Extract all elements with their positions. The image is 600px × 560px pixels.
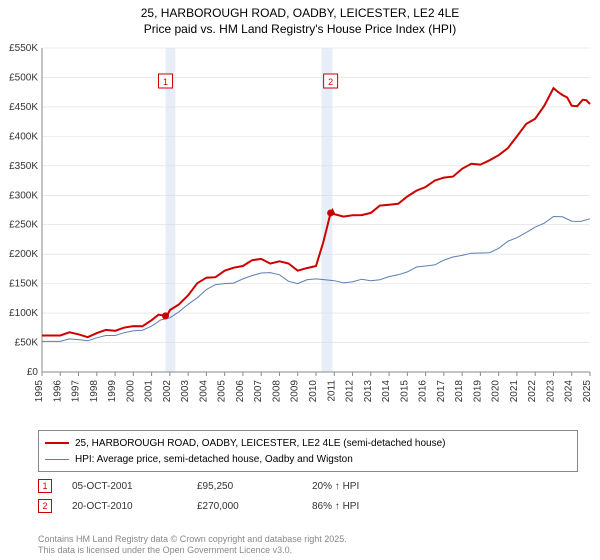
svg-text:2009: 2009 [290,380,301,403]
legend-label: 25, HARBOROUGH ROAD, OADBY, LEICESTER, L… [75,438,446,449]
svg-text:1997: 1997 [71,380,82,403]
footer-attribution: Contains HM Land Registry data © Crown c… [38,534,347,556]
svg-text:2005: 2005 [217,380,228,403]
sale-marker-box: 2 [38,499,52,513]
svg-text:£250K: £250K [9,220,38,231]
svg-text:2020: 2020 [491,380,502,403]
svg-text:2014: 2014 [381,380,392,403]
svg-text:2001: 2001 [144,380,155,403]
svg-text:2012: 2012 [345,380,356,403]
svg-text:2013: 2013 [363,380,374,403]
svg-text:£0: £0 [27,367,39,378]
svg-text:1996: 1996 [52,380,63,403]
sale-marker-box: 1 [38,479,52,493]
svg-text:1999: 1999 [107,380,118,403]
legend-box: 25, HARBOROUGH ROAD, OADBY, LEICESTER, L… [38,430,578,472]
legend-item: 25, HARBOROUGH ROAD, OADBY, LEICESTER, L… [45,435,571,451]
svg-text:2017: 2017 [436,380,447,403]
svg-text:2021: 2021 [509,380,520,403]
svg-text:2016: 2016 [418,380,429,403]
svg-text:£350K: £350K [9,161,38,172]
sale-row: 105-OCT-2001£95,25020% ↑ HPI [38,476,432,496]
svg-text:1: 1 [163,77,168,87]
svg-text:£500K: £500K [9,72,38,83]
title-line-1: 25, HARBOROUGH ROAD, OADBY, LEICESTER, L… [0,6,600,22]
svg-text:2015: 2015 [399,380,410,403]
sale-date: 20-OCT-2010 [52,501,197,512]
legend-swatch [45,442,69,444]
sales-table: 105-OCT-2001£95,25020% ↑ HPI220-OCT-2010… [38,476,432,516]
chart-title: 25, HARBOROUGH ROAD, OADBY, LEICESTER, L… [0,0,600,37]
svg-text:2004: 2004 [198,380,209,403]
svg-text:2008: 2008 [271,380,282,403]
svg-text:£450K: £450K [9,102,38,113]
svg-text:2007: 2007 [253,380,264,403]
svg-text:2010: 2010 [308,380,319,403]
line-chart-svg: £0 £50K £100K £150K £200K £250K £300K £350K £400… [0,42,600,422]
svg-text:£550K: £550K [9,43,38,54]
sale-price: £95,250 [197,481,312,492]
svg-text:1998: 1998 [89,380,100,403]
title-line-2: Price paid vs. HM Land Registry's House … [0,22,600,38]
svg-text:2000: 2000 [125,380,136,403]
sale-date: 05-OCT-2001 [52,481,197,492]
sale-hpi: 20% ↑ HPI [312,481,432,492]
footer-line-2: This data is licensed under the Open Gov… [38,545,347,556]
svg-text:£200K: £200K [9,249,38,260]
svg-text:£100K: £100K [9,308,38,319]
svg-text:£50K: £50K [15,338,39,349]
svg-text:2002: 2002 [162,380,173,403]
legend-item: HPI: Average price, semi-detached house,… [45,451,571,467]
chart-area: £0 £50K £100K £150K £200K £250K £300K £350K £400… [0,42,600,422]
svg-text:£300K: £300K [9,190,38,201]
svg-text:2022: 2022 [527,380,538,403]
sale-hpi: 86% ↑ HPI [312,501,432,512]
svg-text:2024: 2024 [564,380,575,403]
legend-swatch [45,459,69,460]
svg-text:2025: 2025 [582,380,593,403]
svg-text:£400K: £400K [9,131,38,142]
legend-label: HPI: Average price, semi-detached house,… [75,454,353,465]
svg-text:1995: 1995 [34,380,45,403]
svg-text:2018: 2018 [454,380,465,403]
footer-line-1: Contains HM Land Registry data © Crown c… [38,534,347,545]
svg-text:2003: 2003 [180,380,191,403]
svg-text:2006: 2006 [235,380,246,403]
svg-text:2011: 2011 [326,380,337,402]
sale-row: 220-OCT-2010£270,00086% ↑ HPI [38,496,432,516]
sale-price: £270,000 [197,501,312,512]
svg-text:£150K: £150K [9,279,38,290]
svg-text:2023: 2023 [545,380,556,403]
svg-text:2019: 2019 [472,380,483,403]
svg-text:2: 2 [328,77,333,87]
